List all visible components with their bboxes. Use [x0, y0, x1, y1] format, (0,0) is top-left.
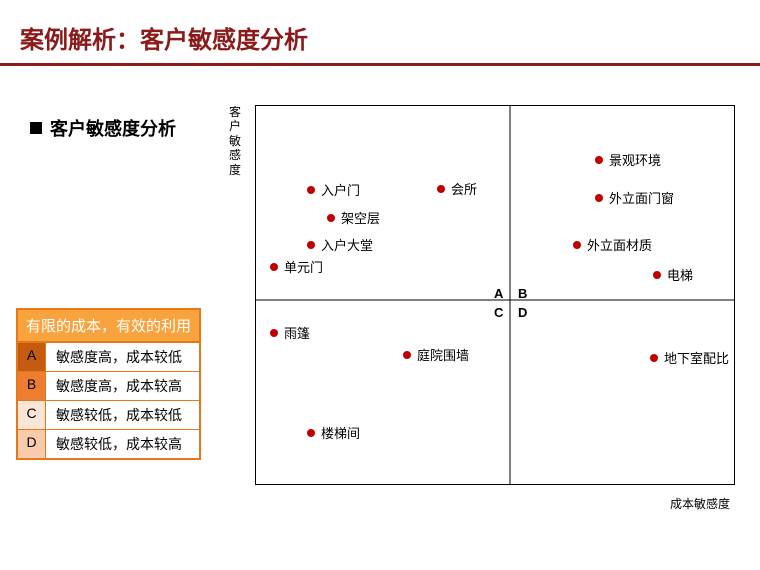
data-point: 架空层	[327, 208, 380, 227]
quadrant-label-b: B	[518, 286, 527, 301]
y-axis-label: 客户敏感度	[228, 105, 242, 177]
point-label: 入户大堂	[321, 235, 373, 254]
title-divider	[0, 63, 760, 66]
page-title: 案例解析：客户敏感度分析	[20, 20, 740, 55]
data-point: 外立面门窗	[595, 188, 674, 207]
quadrant-label-c: C	[494, 305, 503, 320]
point-label: 架空层	[341, 208, 380, 227]
dot-icon	[307, 429, 315, 437]
subtitle: 客户敏感度分析	[50, 115, 176, 141]
dot-icon	[307, 186, 315, 194]
legend-row: B敏感度高，成本较高	[18, 371, 199, 400]
legend-text: 敏感较低，成本较低	[46, 401, 192, 429]
quadrant-label-a: A	[494, 286, 503, 301]
legend-row: C敏感较低，成本较低	[18, 400, 199, 429]
dot-icon	[653, 271, 661, 279]
legend-text: 敏感度高，成本较低	[46, 343, 192, 371]
dot-icon	[327, 214, 335, 222]
dot-icon	[270, 263, 278, 271]
legend-key: A	[18, 343, 46, 371]
data-point: 地下室配比	[650, 348, 729, 367]
legend-header: 有限的成本，有效的利用	[18, 310, 199, 342]
legend-text: 敏感度高，成本较高	[46, 372, 192, 400]
data-point: 楼梯间	[307, 423, 360, 442]
x-axis-label: 成本敏感度	[670, 495, 730, 512]
legend-row: A敏感度高，成本较低	[18, 342, 199, 371]
dot-icon	[270, 329, 278, 337]
point-label: 地下室配比	[664, 348, 729, 367]
dot-icon	[595, 194, 603, 202]
point-label: 单元门	[284, 257, 323, 276]
legend-key: D	[18, 430, 46, 458]
legend-row: D敏感较低，成本较高	[18, 429, 199, 458]
bullet-icon	[30, 122, 42, 134]
data-point: 雨篷	[270, 323, 310, 342]
dot-icon	[403, 351, 411, 359]
point-label: 会所	[451, 179, 477, 198]
quadrant-label-d: D	[518, 305, 527, 320]
point-label: 外立面材质	[587, 235, 652, 254]
subtitle-row: 客户敏感度分析	[30, 115, 176, 141]
point-label: 雨篷	[284, 323, 310, 342]
scatter-chart: ABCD 入户门 会所架空层入户大堂单元门 景观环境外立面门窗外立面材质电梯雨篷庭院围…	[255, 105, 735, 485]
data-point: 电梯	[653, 265, 693, 284]
title-bar: 案例解析：客户敏感度分析	[0, 0, 760, 63]
data-point: 入户大堂	[307, 235, 373, 254]
data-point: 庭院围墙	[403, 345, 469, 364]
data-point: 单元门	[270, 257, 323, 276]
dot-icon	[307, 241, 315, 249]
data-point: 入户门	[307, 180, 360, 199]
dot-icon	[650, 354, 658, 362]
legend-key: C	[18, 401, 46, 429]
point-label: 景观环境	[609, 150, 661, 169]
legend-table: 有限的成本，有效的利用 A敏感度高，成本较低B敏感度高，成本较高C敏感较低，成本…	[16, 308, 201, 460]
dot-icon	[573, 241, 581, 249]
point-label: 外立面门窗	[609, 188, 674, 207]
point-label: 电梯	[667, 265, 693, 284]
dot-icon	[595, 156, 603, 164]
data-point: 景观环境	[595, 150, 661, 169]
point-label: 入户门	[321, 180, 360, 199]
legend-text: 敏感较低，成本较高	[46, 430, 192, 458]
data-point: 外立面材质	[573, 235, 652, 254]
data-point: 会所	[437, 179, 477, 198]
point-label: 楼梯间	[321, 423, 360, 442]
point-label: 庭院围墙	[417, 345, 469, 364]
dot-icon	[437, 185, 445, 193]
legend-key: B	[18, 372, 46, 400]
